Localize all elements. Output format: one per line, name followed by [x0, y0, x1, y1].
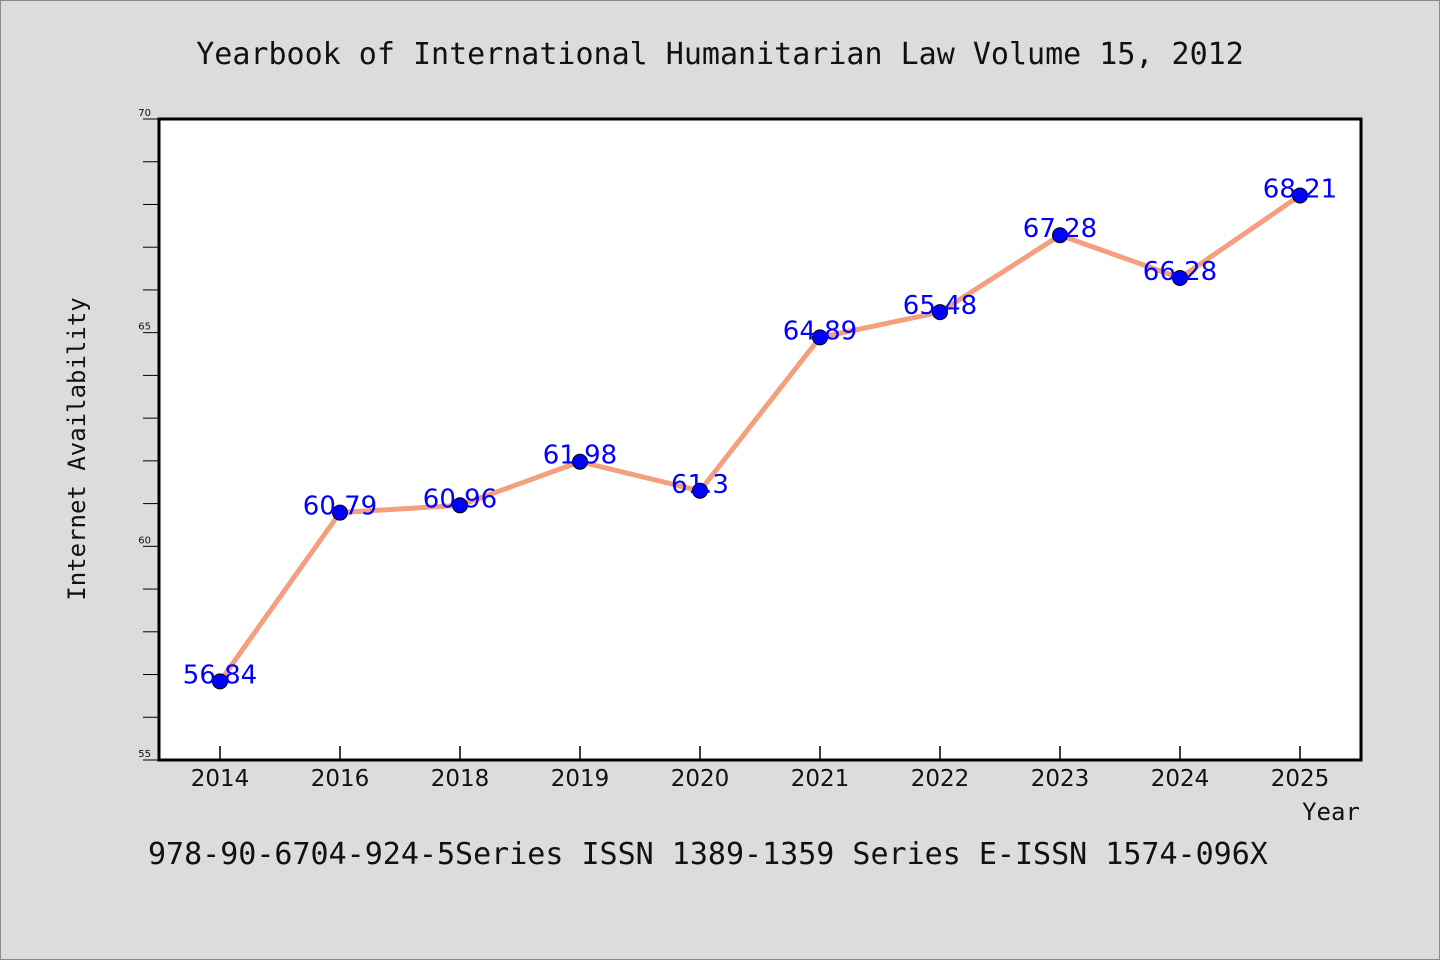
x-tick-label: 2020 — [671, 766, 730, 792]
data-point — [1052, 227, 1068, 244]
x-tick-label: 2025 — [1271, 766, 1330, 792]
data-point — [332, 504, 348, 521]
y-axis: 55 60 65 70 — [138, 108, 159, 761]
data-label: 65.48 — [903, 291, 977, 321]
series-markers — [212, 187, 1308, 690]
data-label: 60.79 — [303, 492, 377, 522]
x-tick-label: 2016 — [311, 766, 370, 792]
x-tick-label: 2024 — [1151, 766, 1210, 792]
data-point — [1172, 269, 1188, 286]
data-label: 64.89 — [783, 316, 857, 346]
x-tick-label: 2021 — [791, 766, 850, 792]
data-point — [932, 304, 948, 321]
data-label: 67.28 — [1023, 214, 1097, 244]
data-point — [572, 453, 588, 470]
y-tick-label: 55 — [138, 749, 151, 760]
x-tick-label: 2023 — [1031, 766, 1090, 792]
y-tick-label: 60 — [138, 535, 151, 546]
data-point — [1292, 187, 1308, 204]
data-point — [812, 329, 828, 346]
x-axis: 2014 2016 2018 2019 2020 2021 2022 2023 2024 2025 — [191, 746, 1330, 792]
data-label: 60.96 — [423, 484, 497, 514]
data-label: 61.3 — [671, 470, 729, 500]
x-tick-label: 2022 — [911, 766, 970, 792]
data-point — [452, 497, 468, 514]
data-label: 66.28 — [1143, 257, 1217, 287]
x-axis-label: Year — [1302, 798, 1360, 826]
footer-text: 978-90-6704-924-5Series ISSN 1389-1359 S… — [148, 837, 1268, 872]
data-point — [692, 482, 708, 499]
data-label: 61.98 — [543, 441, 617, 471]
x-tick-label: 2019 — [551, 766, 610, 792]
data-label: 56.84 — [183, 660, 257, 690]
x-tick-label: 2014 — [191, 766, 250, 792]
data-labels: 56.84 60.79 60.96 61.98 61.3 64.89 65.48 67.28 6… — [183, 174, 1337, 690]
x-tick-label: 2018 — [431, 766, 490, 792]
chart-title: Yearbook of International Humanitarian L… — [196, 37, 1244, 72]
data-point — [212, 673, 228, 690]
data-label: 68.21 — [1263, 174, 1337, 204]
y-tick-label: 70 — [138, 108, 151, 119]
plot-area — [157, 117, 1363, 762]
series-line — [217, 192, 1303, 684]
y-axis-label: Internet Availability — [63, 297, 91, 600]
y-tick-label: 65 — [138, 322, 151, 333]
